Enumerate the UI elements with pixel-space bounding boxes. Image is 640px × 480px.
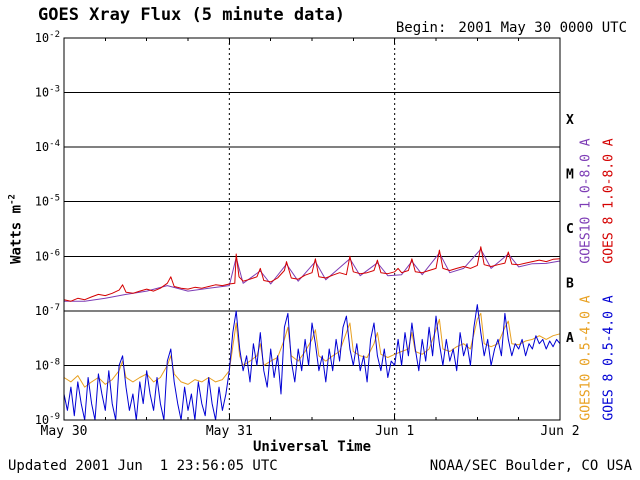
y-tick-label: 10-7 [35, 303, 60, 318]
page-title: GOES Xray Flux (5 minute data) [38, 5, 346, 25]
x-tick-label: Jun 1 [375, 424, 414, 439]
flare-class-label: A [566, 331, 574, 346]
plot-frame [63, 37, 561, 421]
series-line-0 [64, 248, 561, 302]
y-tick-label: 10-3 [35, 85, 60, 100]
organization-credit: NOAA/SEC Boulder, CO USA [429, 458, 632, 474]
updated-timestamp: Updated 2001 Jun 1 23:56:05 UTC [8, 458, 278, 474]
series-legend-label-1: GOES 8 1.0-8.0 A [601, 138, 617, 264]
x-axis-label: Universal Time [252, 439, 372, 455]
series-legend-label-0: GOES10 1.0-8.0 A [578, 138, 594, 264]
series-legend-label-2: GOES10 0.5-4.0 A [578, 295, 594, 421]
flare-class-label: M [566, 167, 574, 182]
series-line-2 [63, 304, 561, 421]
y-tick-label: 10-8 [35, 357, 60, 372]
y-tick-label: 10-9 [35, 412, 60, 427]
y-tick-label: 10-4 [35, 139, 60, 154]
begin-timestamp: Begin: 2001 May 30 0000 UTC [396, 20, 627, 36]
x-tick-label: Jun 2 [540, 424, 579, 439]
begin-label: Begin: [395, 20, 447, 36]
flare-class-label: C [566, 222, 574, 237]
flare-class-label: X [566, 113, 574, 128]
x-tick-label: May 30 [41, 424, 88, 439]
series-legend-label-3: GOES 8 0.5-4.0 A [601, 295, 617, 421]
begin-value: 2001 May 30 0000 UTC [458, 20, 627, 36]
series-line-3 [63, 246, 561, 302]
y-tick-label: 10-2 [35, 30, 60, 45]
y-tick-label: 10-5 [35, 194, 60, 209]
y-tick-label: 10-6 [35, 248, 60, 263]
series-line-1 [63, 312, 561, 388]
x-tick-label: May 31 [206, 424, 253, 439]
flare-class-label: B [566, 277, 574, 292]
